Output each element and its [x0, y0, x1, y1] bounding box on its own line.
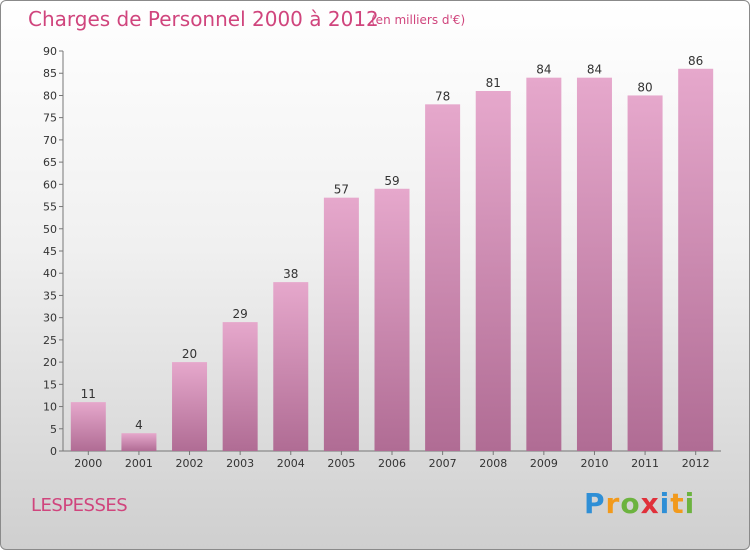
logo-letter: r	[605, 487, 621, 520]
chart-title: Charges de Personnel 2000 à 2012	[28, 7, 379, 31]
x-tick-label: 2003	[226, 457, 254, 470]
x-tick-label: 2009	[530, 457, 558, 470]
y-tick-label: 5	[50, 423, 57, 436]
y-tick-label: 20	[43, 356, 57, 369]
logo-letter: i	[684, 487, 696, 520]
y-tick-label: 65	[43, 156, 57, 169]
bar-2002	[172, 362, 208, 451]
x-tick-label: 2004	[277, 457, 305, 470]
x-tick-label: 2002	[176, 457, 204, 470]
y-tick-label: 10	[43, 401, 57, 414]
y-tick-label: 25	[43, 334, 57, 347]
y-tick-label: 45	[43, 245, 57, 258]
data-label-2008: 81	[486, 76, 501, 90]
data-label-2000: 11	[81, 387, 96, 401]
chart-subtitle: (en milliers d'€)	[371, 13, 466, 27]
y-tick-label: 35	[43, 289, 57, 302]
bar-2007	[425, 104, 461, 451]
x-tick-label: 2011	[631, 457, 659, 470]
y-tick-label: 50	[43, 223, 57, 236]
chart-axes: 0 5 10 15 20 25 30 35 40 45 50 55 60 65 70 75 80 85 90 2000…	[43, 45, 721, 470]
data-label-2011: 80	[637, 80, 652, 94]
y-tick-label: 75	[43, 112, 57, 125]
x-tick-label: 2005	[327, 457, 355, 470]
bar-2011	[627, 95, 663, 451]
x-tick-label: 2010	[580, 457, 608, 470]
bar-2001	[121, 433, 157, 451]
proxiti-logo: Proxiti	[584, 487, 695, 520]
data-label-2004: 38	[283, 267, 298, 281]
bar-2000	[70, 402, 106, 451]
y-tick-label: 85	[43, 67, 57, 80]
x-tick-label: 2001	[125, 457, 153, 470]
logo-letter: t	[670, 487, 685, 520]
y-tick-label: 90	[43, 45, 57, 58]
bar-2005	[323, 197, 359, 451]
bar-2006	[374, 188, 410, 451]
data-label-2002: 20	[182, 347, 197, 361]
data-label-2003: 29	[233, 307, 248, 321]
bar-2008	[475, 91, 511, 451]
y-tick-label: 70	[43, 134, 57, 147]
data-label-2005: 57	[334, 183, 349, 197]
data-label-2001: 4	[135, 418, 143, 432]
data-label-2010: 84	[587, 63, 602, 77]
y-tick-label: 0	[50, 445, 57, 458]
bar-2012	[678, 68, 714, 452]
data-label-2006: 59	[384, 174, 399, 188]
data-label-2009: 84	[536, 63, 551, 77]
x-tick-label: 2006	[378, 457, 406, 470]
x-tick-label: 2012	[682, 457, 710, 470]
bar-2009	[526, 77, 562, 452]
y-tick-label: 60	[43, 178, 57, 191]
logo-letter: i	[659, 487, 671, 520]
y-tick-label: 30	[43, 312, 57, 325]
y-tick-label: 15	[43, 378, 57, 391]
bar-2004	[273, 282, 309, 451]
y-tick-label: 80	[43, 89, 57, 102]
data-label-2012: 86	[688, 54, 703, 68]
data-label-2007: 78	[435, 89, 450, 103]
y-tick-label: 40	[43, 267, 57, 280]
x-tick-label: 2008	[479, 457, 507, 470]
y-tick-label: 55	[43, 201, 57, 214]
chart-data-labels: 11 4 20 29 38 57 59 78 81 84 84 80 86	[81, 54, 704, 432]
commune-name: LESPESSES	[31, 495, 128, 516]
chart-bars	[70, 68, 714, 452]
x-tick-label: 2007	[429, 457, 457, 470]
x-tick-label: 2000	[74, 457, 102, 470]
bar-2003	[222, 322, 258, 451]
bar-2010	[576, 77, 612, 452]
logo-letter: x	[640, 487, 660, 520]
logo-letter: o	[620, 487, 641, 520]
logo-letter: P	[584, 487, 606, 520]
